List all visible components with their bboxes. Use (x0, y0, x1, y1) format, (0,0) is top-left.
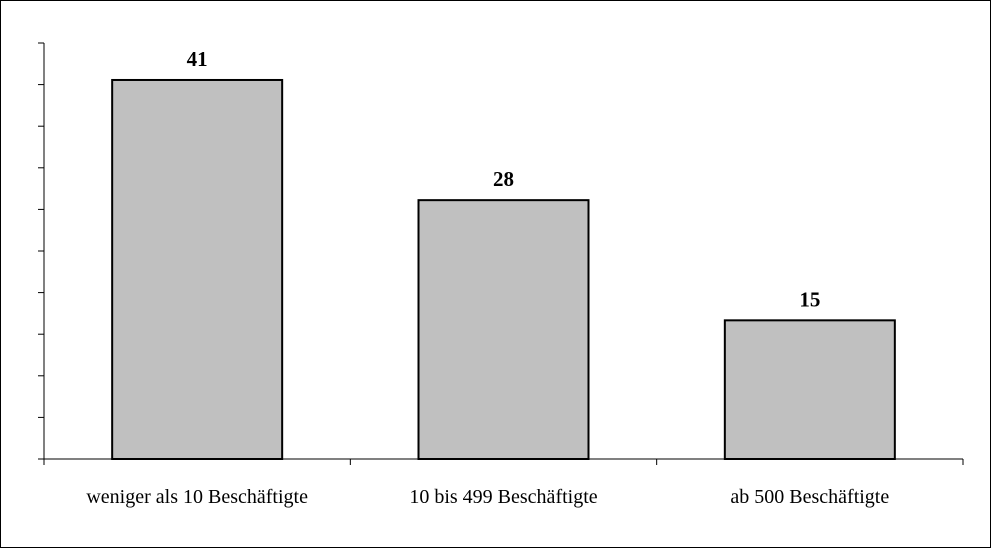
data-label: 41 (187, 47, 208, 71)
bar (417, 199, 590, 460)
bar (723, 319, 896, 461)
data-label: 15 (799, 287, 820, 311)
x-tick-label: weniger als 10 Beschäftigte (86, 486, 308, 508)
x-tick-label: 10 bis 499 Beschäftigte (409, 486, 597, 508)
bar (111, 78, 284, 460)
data-label: 28 (493, 167, 514, 191)
x-tick-label: ab 500 Beschäftigte (730, 486, 889, 508)
